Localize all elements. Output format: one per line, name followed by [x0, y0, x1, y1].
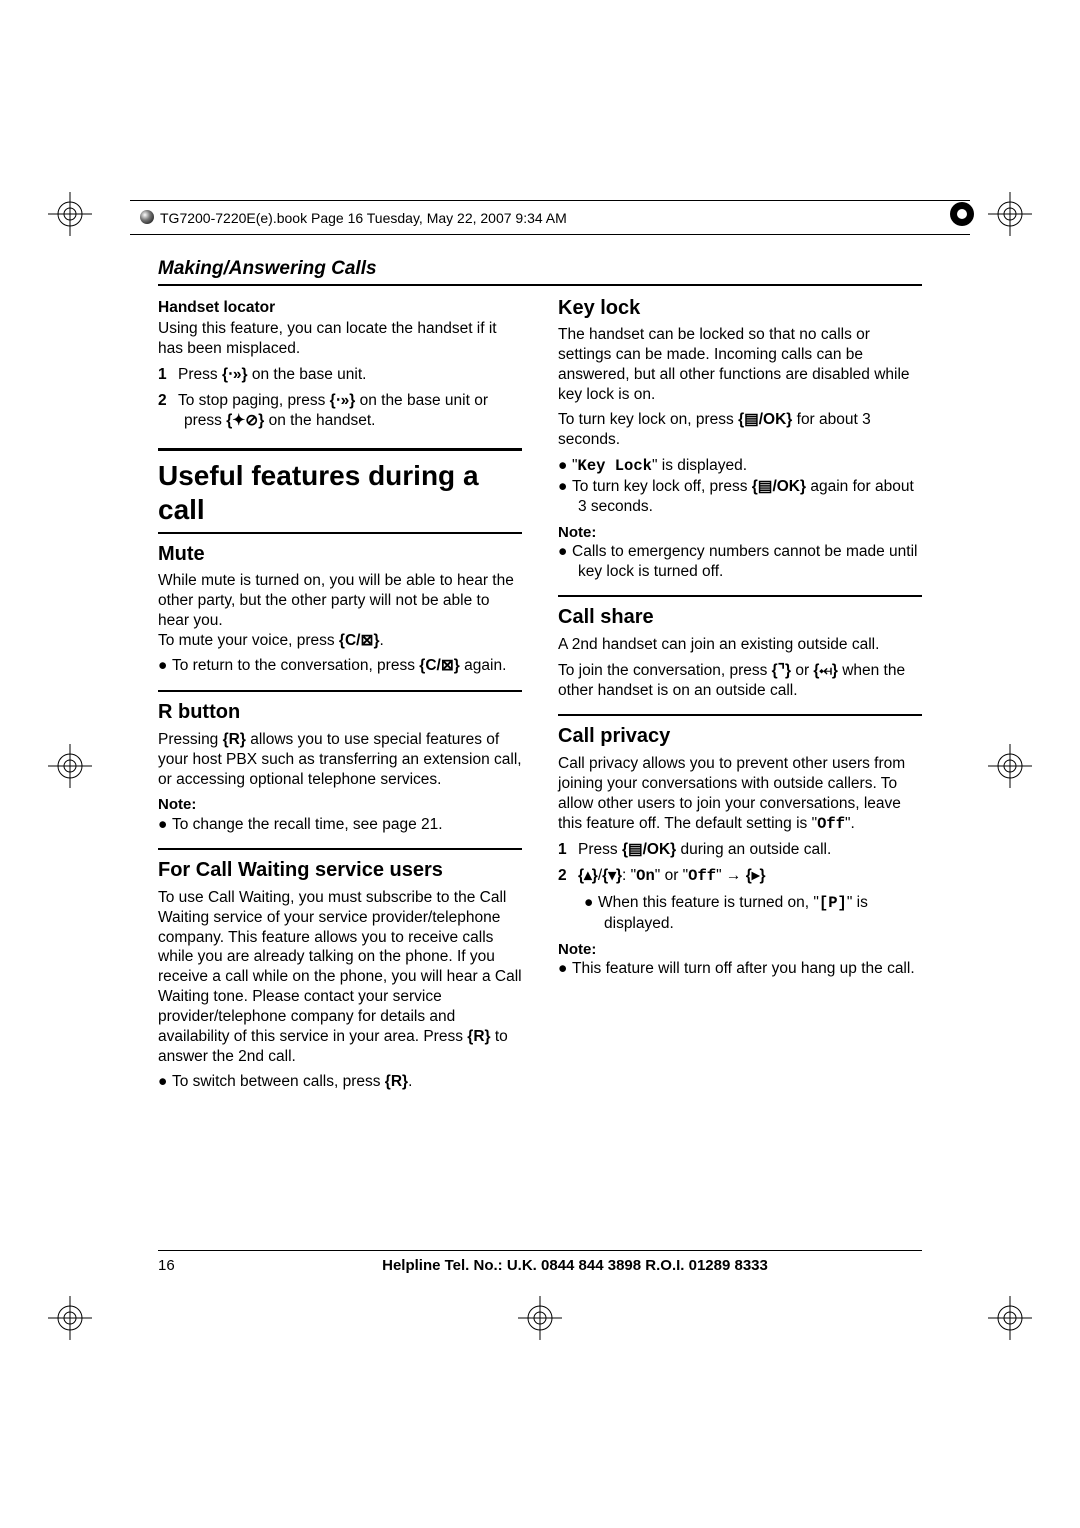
section-rule: [158, 690, 522, 692]
call-waiting-bullet: ●To switch between calls, press {R}.: [178, 1072, 522, 1092]
speaker-key-icon: {⤟}: [813, 661, 837, 681]
talk-key-icon: {⌝}: [772, 661, 791, 681]
header-meta: TG7200-7220E(e).book Page 16 Tuesday, Ma…: [160, 210, 567, 226]
chapter-title: Making/Answering Calls: [158, 258, 922, 280]
call-share-text: A 2nd handset can join an existing outsi…: [558, 635, 922, 655]
header-bullet-icon: [140, 210, 154, 224]
c-mute-key-icon: {C/⊠}: [339, 631, 380, 651]
chapter-rule: [158, 284, 922, 286]
call-share-heading: Call share: [558, 605, 922, 631]
r-key-icon: {R}: [223, 730, 246, 750]
header-rule: [130, 200, 970, 201]
privacy-sub-bullet: ●When this feature is turned on, "[P]" i…: [604, 893, 922, 934]
right-column: Key lock The handset can be locked so th…: [558, 296, 922, 1093]
power-off-key-icon: {✦⊘}: [226, 411, 264, 431]
useful-features-heading: Useful features during a call: [158, 459, 522, 525]
mute-text: While mute is turned on, you will be abl…: [158, 571, 522, 630]
page-content: Making/Answering Calls Handset locator U…: [158, 258, 922, 1298]
note-label: Note:: [158, 795, 522, 814]
section-rule: [158, 448, 522, 451]
r-key-icon: {R}: [385, 1072, 408, 1092]
footer-text: Helpline Tel. No.: U.K. 0844 844 3898 R.…: [228, 1257, 922, 1274]
down-key-icon: {▾}: [602, 866, 622, 886]
mute-text2: To mute your voice, press {C/⊠}.: [158, 631, 522, 651]
crop-mark-icon: [48, 192, 92, 236]
r-key-icon: {R}: [467, 1027, 490, 1047]
key-lock-text: The handset can be locked so that no cal…: [558, 325, 922, 404]
arrow-icon: →: [726, 866, 742, 886]
left-column: Handset locator Using this feature, you …: [158, 296, 522, 1093]
key-lock-note-bullet: ●Calls to emergency numbers cannot be ma…: [578, 542, 922, 582]
mute-heading: Mute: [158, 542, 522, 568]
c-mute-key-icon: {C/⊠}: [419, 656, 460, 676]
handset-locator-intro: Using this feature, you can locate the h…: [158, 319, 522, 359]
crop-mark-icon: [988, 192, 1032, 236]
call-waiting-heading: For Call Waiting service users: [158, 858, 522, 884]
section-rule: [558, 595, 922, 597]
crop-mark-icon: [48, 744, 92, 788]
step-1: 1Press {⋅»} on the base unit.: [184, 365, 522, 385]
call-waiting-text: To use Call Waiting, you must subscribe …: [158, 888, 522, 1066]
page-key-icon: {⋅»}: [222, 365, 248, 385]
r-button-heading: R button: [158, 700, 522, 726]
key-lock-bullet1: ●"Key Lock" is displayed.: [578, 456, 922, 477]
r-button-text: Pressing {R} allows you to use special f…: [158, 730, 522, 789]
section-rule: [158, 532, 522, 534]
step-2: 2To stop paging, press {⋅»} on the base …: [184, 391, 522, 431]
crop-mark-icon: [518, 1296, 562, 1340]
note-label: Note:: [558, 940, 922, 959]
page-number: 16: [158, 1257, 228, 1274]
crop-mark-icon: [988, 1296, 1032, 1340]
key-lock-heading: Key lock: [558, 296, 922, 322]
header-rule-inner: [130, 234, 970, 235]
section-rule: [158, 848, 522, 850]
privacy-step-1: 1Press {▤/OK} during an outside call.: [584, 840, 922, 860]
menu-ok-key-icon: {▤/OK}: [752, 477, 806, 497]
page-key-icon: {⋅»}: [330, 391, 356, 411]
call-privacy-heading: Call privacy: [558, 724, 922, 750]
handset-locator-heading: Handset locator: [158, 298, 522, 318]
crop-mark-filled-icon: [944, 196, 980, 232]
up-key-icon: {▴}: [578, 866, 598, 886]
menu-ok-key-icon: {▤/OK}: [738, 410, 792, 430]
call-share-text2: To join the conversation, press {⌝} or {…: [558, 661, 922, 701]
privacy-note-bullet: ●This feature will turn off after you ha…: [578, 959, 922, 979]
privacy-step-2: 2{▴}/{▾}: "On" or "Off" → {▸} ●When this…: [584, 866, 922, 933]
r-button-note-bullet: ●To change the recall time, see page 21.: [178, 815, 522, 835]
crop-mark-icon: [48, 1296, 92, 1340]
menu-ok-key-icon: {▤/OK}: [622, 840, 676, 860]
right-key-icon: {▸}: [746, 866, 766, 886]
call-privacy-text: Call privacy allows you to prevent other…: [558, 754, 922, 834]
section-rule: [558, 714, 922, 716]
key-lock-bullet2: ●To turn key lock off, press {▤/OK} agai…: [578, 477, 922, 517]
key-lock-text2: To turn key lock on, press {▤/OK} for ab…: [558, 410, 922, 450]
page-footer: 16 Helpline Tel. No.: U.K. 0844 844 3898…: [158, 1250, 922, 1274]
mute-bullet: ●To return to the conversation, press {C…: [178, 656, 522, 676]
note-label: Note:: [558, 523, 922, 542]
crop-mark-icon: [988, 744, 1032, 788]
